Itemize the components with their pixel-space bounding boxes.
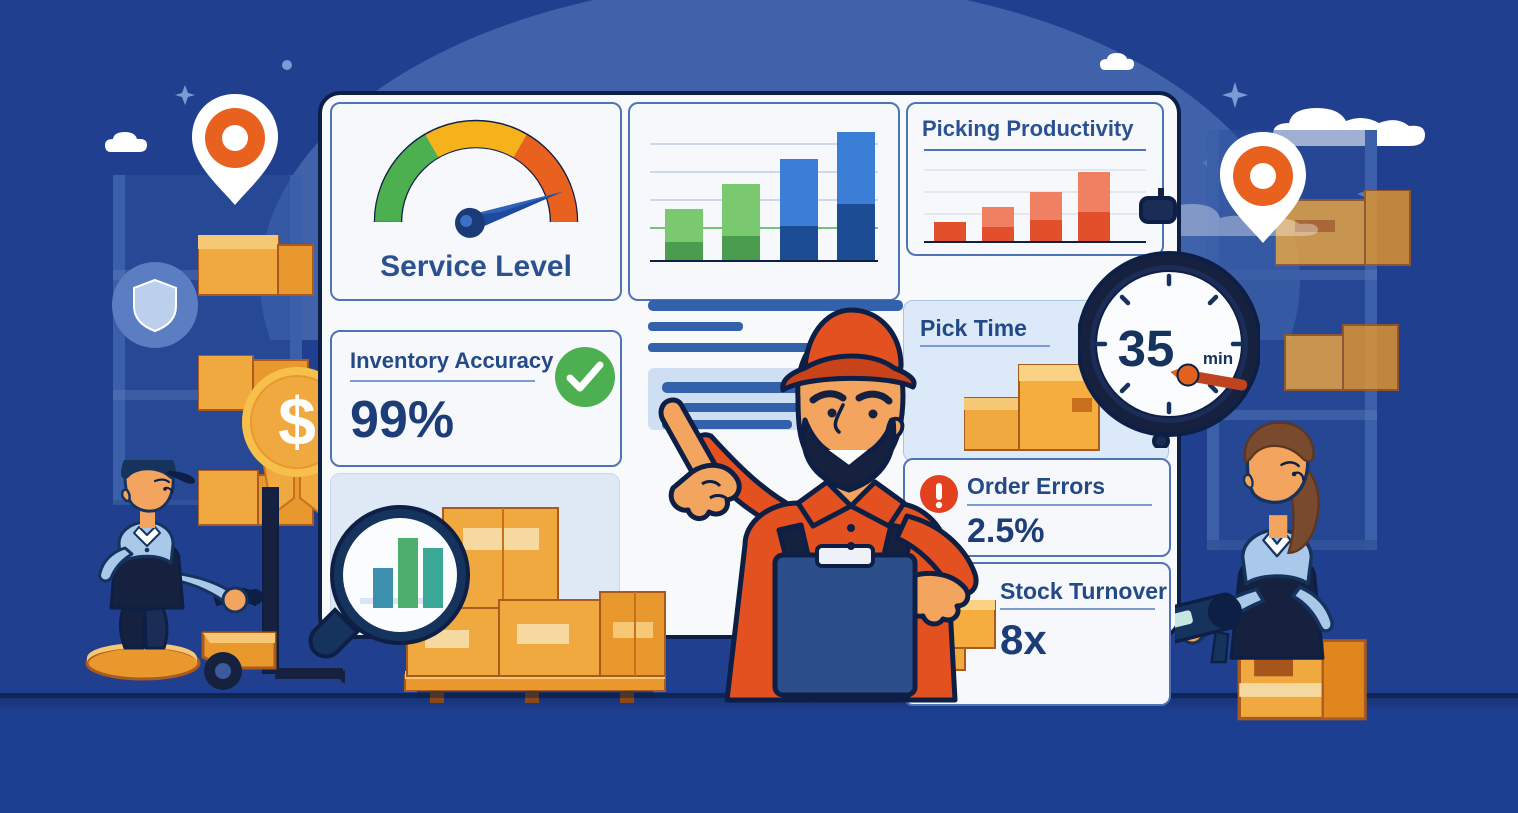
- svg-text:min: min: [1203, 349, 1233, 368]
- svg-text:Service Level: Service Level: [380, 250, 572, 283]
- svg-text:Picking Productivity: Picking Productivity: [922, 116, 1134, 141]
- svg-text:35: 35: [1118, 320, 1175, 377]
- svg-text:$: $: [278, 384, 316, 460]
